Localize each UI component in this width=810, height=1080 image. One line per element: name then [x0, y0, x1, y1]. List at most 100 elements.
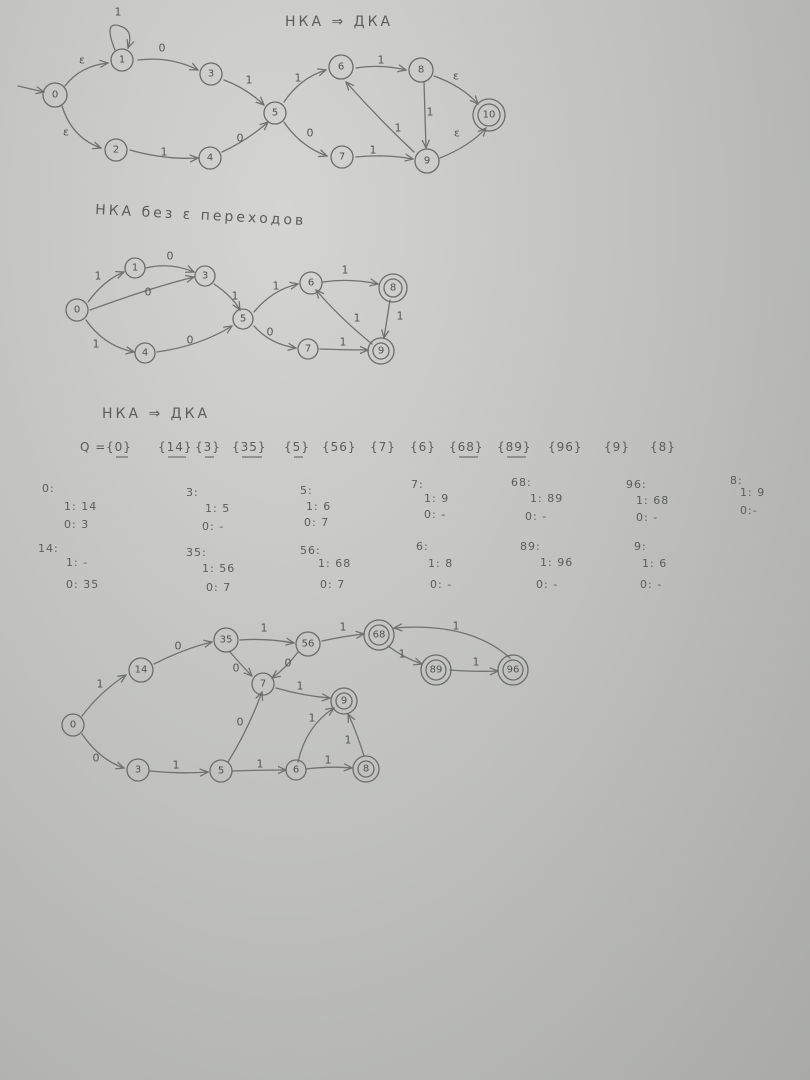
- svg-text:0: -: 0: -: [430, 578, 452, 591]
- dfa-state-96: 96: [497, 654, 529, 686]
- state-3: 3: [199, 62, 223, 86]
- edge-1-3: [137, 58, 198, 70]
- edge2-3-5: [213, 283, 240, 310]
- svg-text:8: 8: [363, 764, 369, 775]
- edge-8-9: [424, 81, 426, 148]
- svg-text:1: 89: 1: 89: [530, 492, 563, 505]
- state-10: 10: [472, 98, 506, 132]
- edge-4-5: [221, 122, 268, 153]
- svg-text:56:: 56:: [300, 544, 321, 557]
- label-2-4: 1: [161, 146, 168, 159]
- svg-text:96: 96: [507, 665, 520, 676]
- edge3-0-14: [81, 675, 126, 717]
- svg-text:35:: 35:: [186, 546, 207, 559]
- edge2-7-9: [319, 349, 368, 350]
- label-3-5: 1: [246, 74, 253, 87]
- table-entry-6: 6: 1: 8 0: -: [416, 540, 453, 591]
- svg-text:4: 4: [207, 153, 213, 164]
- table-entry-5: 5: 1: 6 0: 7: [300, 484, 330, 529]
- svg-text:7:: 7:: [411, 478, 424, 491]
- svg-text:0: -: 0: -: [202, 520, 224, 533]
- state2-9: 9: [367, 337, 395, 365]
- svg-text:4: 4: [142, 348, 148, 359]
- table-entry-7: 7: 1: 9 0: -: [411, 478, 448, 521]
- dfa-state-3: 3: [126, 758, 150, 782]
- svg-text:3:: 3:: [186, 486, 199, 499]
- edge3-6-9: [297, 708, 334, 763]
- label2-5-7: 0: [267, 326, 274, 339]
- svg-text:6: 6: [308, 278, 314, 289]
- label-6-8: 1: [378, 54, 385, 67]
- label3-56-68: 1: [340, 621, 347, 634]
- label-9-6: 1: [395, 122, 402, 135]
- svg-text:68:: 68:: [511, 476, 532, 489]
- svg-text:0: -: 0: -: [525, 510, 547, 523]
- table-entry-9: 9: 1: 6 0: -: [634, 540, 666, 591]
- svg-text:6: 6: [338, 62, 344, 73]
- svg-text:56: 56: [302, 639, 315, 650]
- edge3-56-7: [272, 651, 299, 678]
- svg-text:1: 8: 1: 8: [428, 557, 453, 570]
- edge2-9-6: [316, 290, 373, 345]
- label-1-1: 1: [115, 6, 122, 19]
- title-nfa-to-dfa-mid: НКА ⇒ ДКА: [102, 406, 210, 422]
- svg-text:0:-: 0:-: [740, 504, 758, 517]
- label-7-9: 1: [370, 144, 377, 157]
- state2-4: 4: [134, 342, 156, 364]
- state-6: 6: [328, 54, 354, 80]
- state-1: 1: [110, 48, 134, 72]
- svg-text:1: 68: 1: 68: [636, 494, 669, 507]
- label3-8-9: 1: [345, 734, 352, 747]
- edge-2-4: [129, 149, 198, 158]
- svg-text:1: 9: 1: 9: [740, 486, 765, 499]
- edge-0-2: [61, 105, 101, 148]
- svg-text:0: 35: 0: 35: [66, 578, 99, 591]
- q-item: {68}: [449, 440, 484, 454]
- q-set-prefix: Q =: [80, 440, 106, 454]
- label3-5-7: 0: [237, 716, 244, 729]
- label3-35-56: 1: [261, 622, 268, 635]
- edge-5-7: [283, 121, 327, 156]
- label3-5-6: 1: [257, 758, 264, 771]
- edge-1-1: [109, 24, 130, 51]
- svg-text:1: 14: 1: 14: [64, 500, 97, 513]
- dfa-state-89: 89: [420, 654, 452, 686]
- edge3-35-7: [229, 651, 252, 676]
- svg-text:3: 3: [135, 765, 141, 776]
- edge-0-1: [64, 63, 108, 87]
- edge3-8-9: [348, 714, 365, 757]
- svg-text:68: 68: [373, 630, 386, 641]
- dfa-state-35: 35: [213, 627, 239, 653]
- svg-text:9: 9: [341, 696, 347, 707]
- dfa-state-14: 14: [128, 657, 154, 683]
- svg-text:3: 3: [208, 69, 214, 80]
- table-entry-35: 35: 1: 56 0: 7: [186, 546, 234, 594]
- dfa-state-8: 8: [352, 755, 380, 783]
- svg-text:5: 5: [218, 766, 224, 777]
- edge-7-9: [355, 156, 413, 159]
- label2-9-6: 1: [354, 312, 361, 325]
- state2-3: 3: [194, 265, 216, 287]
- svg-text:35: 35: [220, 635, 233, 646]
- q-item: {96}: [548, 440, 583, 454]
- edge3-89-96: [449, 670, 498, 671]
- table-entry-0: 0: 1: 14 0: 3: [42, 482, 97, 531]
- edge2-6-8: [322, 280, 378, 284]
- table-entry-68: 68: 1: 89 0: -: [511, 476, 563, 523]
- edge-3-5: [223, 79, 264, 105]
- table-entry-8: 8: 1: 9 0:-: [730, 474, 765, 517]
- svg-text:5:: 5:: [300, 484, 313, 497]
- q-item: {0}: [106, 440, 132, 454]
- state2-6: 6: [299, 271, 323, 295]
- svg-text:6: 6: [293, 765, 299, 776]
- edge-8-10: [433, 75, 478, 104]
- label3-68-89: 1: [399, 648, 406, 661]
- label3-0-14: 1: [97, 678, 104, 691]
- edge-5-6: [283, 70, 326, 103]
- svg-text:0: 3: 0: 3: [64, 518, 89, 531]
- edge3-56-68: [321, 634, 364, 642]
- label2-3-5: 1: [232, 290, 239, 303]
- label3-56-7: 0: [285, 657, 292, 670]
- svg-text:14:: 14:: [38, 542, 59, 555]
